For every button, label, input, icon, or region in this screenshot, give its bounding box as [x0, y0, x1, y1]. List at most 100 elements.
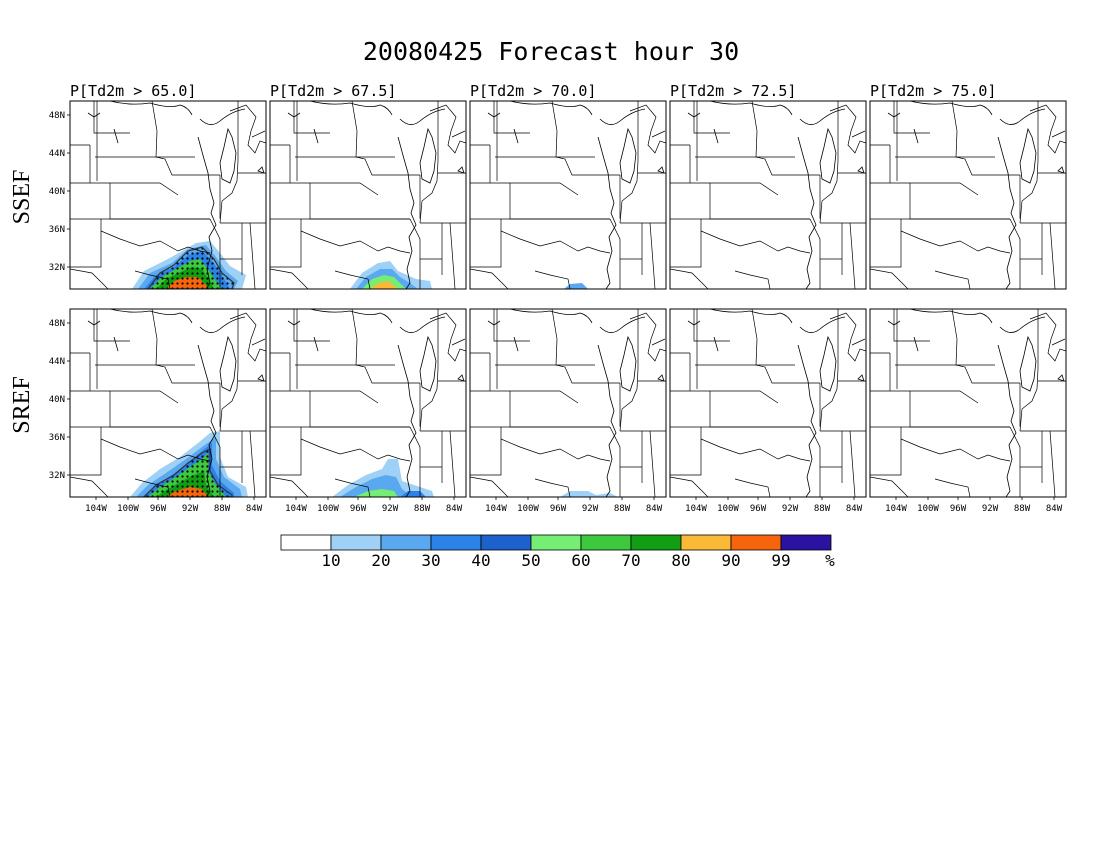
lat-tick-label: 48N	[49, 319, 65, 329]
map-boundary	[997, 136, 1017, 289]
map-boundary	[1009, 426, 1021, 497]
lon-tick-label: 96W	[750, 504, 767, 514]
panel-frame	[469, 308, 667, 498]
map-boundary	[134, 478, 171, 497]
lat-tick-label: 36N	[49, 433, 65, 443]
map-boundary	[70, 309, 246, 391]
map-boundary	[751, 309, 758, 366]
map-boundary	[910, 390, 979, 404]
map-boundary	[300, 219, 411, 254]
map-boundary	[870, 439, 902, 476]
panel-title-4: P[Td2m > 75.0]	[870, 82, 996, 100]
map-boundary	[293, 309, 330, 342]
map-boundary	[838, 172, 866, 181]
map-boundary	[209, 426, 221, 497]
map-boundary	[687, 112, 719, 144]
map-boundary	[151, 101, 158, 158]
colorbar-label: 30	[421, 551, 440, 570]
colorbar-label: 60	[571, 551, 590, 570]
map-boundary	[710, 390, 779, 404]
probability-contour	[560, 491, 618, 497]
map-boundary	[409, 218, 421, 289]
map-boundary	[900, 427, 1011, 462]
map-boundary	[219, 335, 237, 392]
map-boundary	[470, 101, 646, 183]
colorbar-label: 99	[771, 551, 790, 570]
map-boundary	[893, 309, 930, 342]
map-boundary	[934, 478, 971, 497]
panel-title-0: P[Td2m > 65.0]	[70, 82, 196, 100]
map-panel-r0-c4: P[Td2m > 75.0]	[869, 82, 1067, 290]
map-boundary	[829, 104, 866, 154]
map-boundary	[693, 101, 730, 134]
map-boundary	[870, 101, 1046, 183]
map-boundary	[100, 427, 211, 462]
colorbar-swatch	[630, 534, 682, 551]
map-boundary	[657, 374, 665, 382]
lon-tick-label: 100W	[517, 504, 539, 514]
map-boundary	[397, 136, 417, 289]
map-boundary	[1029, 312, 1066, 362]
panel-grid: P[Td2m > 65.0] 48N 44N 40N 36N 32N P[Td2m > 67…	[49, 82, 1067, 514]
map-boundary	[287, 112, 319, 144]
panel-frame	[269, 100, 467, 290]
map-panel-r0-c1: P[Td2m > 67.5]	[269, 82, 467, 290]
map-boundary	[534, 478, 571, 497]
map-boundary	[470, 231, 502, 268]
colorbar-label: 10	[321, 551, 340, 570]
map-boundary	[219, 309, 239, 432]
colorbar-label: 40	[471, 551, 490, 570]
lat-tick-label: 36N	[49, 225, 65, 235]
figure-title: 20080425 Forecast hour 30	[363, 37, 739, 66]
map-boundary	[87, 112, 119, 144]
map-boundary	[710, 182, 779, 196]
map-boundary	[449, 430, 456, 497]
map-boundary	[670, 231, 702, 268]
map-boundary	[1057, 374, 1065, 382]
map-boundary	[355, 156, 420, 176]
map-boundary	[209, 218, 221, 289]
map-boundary	[597, 344, 617, 497]
map-boundary	[551, 309, 558, 366]
panel-title-3: P[Td2m > 72.5]	[670, 82, 796, 100]
map-boundary	[734, 478, 771, 497]
map-boundary	[451, 338, 466, 346]
map-panel-r1-c1: 104W 100W 96W 92W 88W 84W	[269, 308, 467, 514]
colorbar-swatch	[280, 534, 332, 551]
map-boundary	[857, 166, 865, 174]
colorbar-swatch	[330, 534, 382, 551]
map-boundary	[155, 364, 220, 384]
map-boundary	[419, 335, 437, 392]
map-boundary	[270, 182, 311, 220]
map-boundary	[470, 390, 511, 428]
colorbar-label: 50	[521, 551, 540, 570]
panel-title-2: P[Td2m > 70.0]	[470, 82, 596, 100]
map-boundary	[110, 182, 179, 196]
map-boundary	[755, 156, 820, 176]
probability-contour	[354, 489, 398, 497]
map-boundary	[670, 309, 846, 391]
colorbar-swatch	[430, 534, 482, 551]
map-boundary	[249, 430, 256, 497]
lat-tick-label: 40N	[49, 187, 65, 197]
map-boundary	[419, 101, 439, 224]
lon-tick-label: 104W	[685, 504, 707, 514]
panel-frame	[69, 308, 267, 498]
map-boundary	[270, 231, 302, 268]
map-boundary	[1038, 172, 1066, 181]
map-boundary	[93, 309, 130, 342]
map-boundary	[851, 338, 866, 346]
map-panel-r1-c0: 48N 44N 40N 36N 32N 104W 100W 96W 92W 88W 84W	[49, 308, 267, 514]
map-boundary	[734, 270, 771, 289]
map-boundary	[270, 101, 446, 183]
map-boundary	[229, 104, 266, 154]
map-boundary	[838, 380, 866, 389]
colorbar: 10 20 30 40 50 60 70 80 90 99	[280, 534, 832, 570]
map-boundary	[797, 136, 817, 289]
map-boundary	[470, 268, 509, 289]
map-boundary	[629, 104, 666, 154]
map-boundary	[1019, 309, 1039, 432]
lon-tick-label: 96W	[150, 504, 167, 514]
map-boundary	[287, 320, 319, 352]
